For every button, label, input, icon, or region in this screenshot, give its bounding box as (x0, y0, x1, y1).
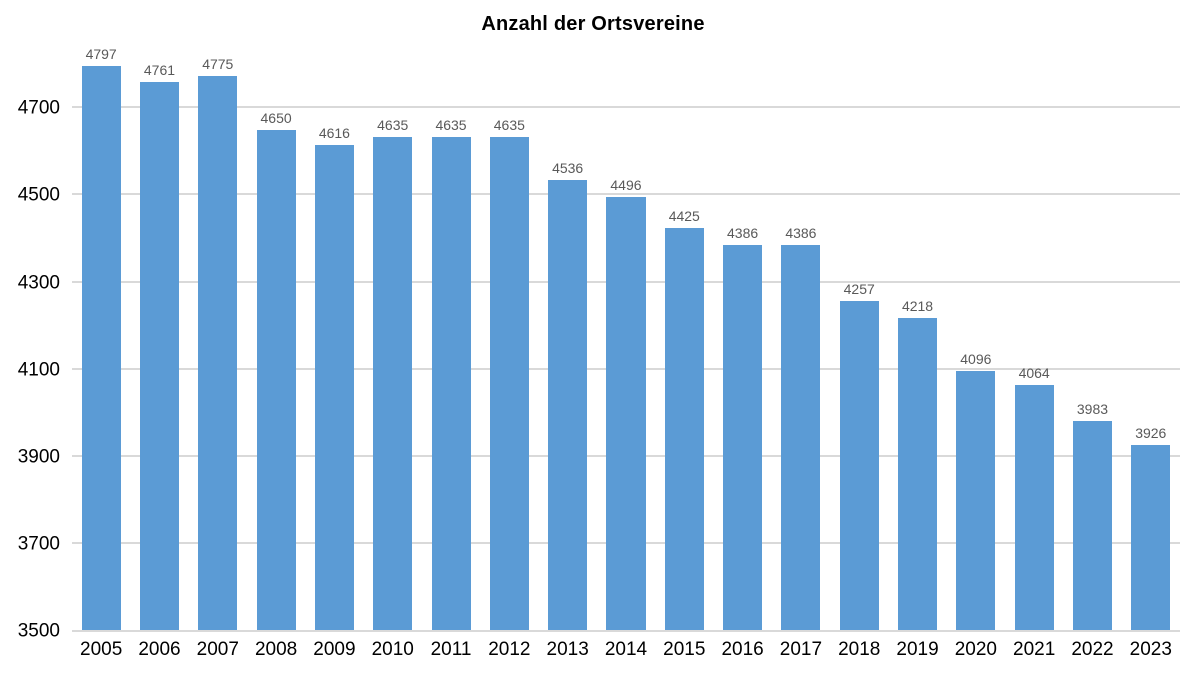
x-tick-label: 2011 (430, 639, 472, 660)
bar-column-2011: 4635 (422, 43, 480, 631)
x-axis-line (72, 630, 1180, 632)
x-tick-label: 2009 (313, 639, 356, 660)
x-tick-label: 2014 (604, 639, 648, 660)
bar-value-label: 4797 (85, 46, 117, 63)
bar-2022 (1072, 420, 1112, 631)
bar-value-label: 3983 (1076, 400, 1109, 417)
plot-area: 4797 4761 4775 4650 4616 4635 4635 4635 4536 4496… (72, 43, 1180, 632)
y-tick-label: 4300 (17, 272, 60, 294)
y-tick-label: 3900 (17, 446, 60, 468)
bar-column-2023: 3926 (1122, 43, 1180, 631)
x-tick-label: 2018 (838, 639, 881, 660)
x-tick-label: 2015 (663, 639, 706, 660)
gridline (72, 106, 1180, 109)
x-tick-label: 2005 (80, 639, 123, 660)
bar-column-2010: 4635 (364, 43, 422, 631)
bar-value-label: 4536 (552, 159, 584, 176)
bar-2023 (1131, 445, 1171, 631)
bar-column-2009: 4616 (305, 43, 363, 631)
bar-value-label: 4425 (668, 208, 700, 225)
y-tick-label: 4100 (17, 359, 60, 381)
bar-2020 (956, 371, 996, 631)
bar-value-label: 4635 (377, 116, 409, 133)
x-tick-label: 2010 (371, 639, 414, 660)
bar-2019 (898, 318, 938, 631)
bar-column-2005: 4797 (72, 43, 130, 631)
x-tick-label: 2016 (721, 639, 764, 660)
y-tick-label: 3500 (17, 620, 60, 642)
bar-value-label: 4496 (610, 177, 642, 194)
bar-2017 (781, 245, 821, 631)
x-tick-label: 2021 (1013, 639, 1056, 660)
bar-2008 (256, 130, 296, 631)
bars: 4797 4761 4775 4650 4616 4635 4635 4635 4536 4496… (72, 43, 1180, 631)
bar-2011 (431, 136, 471, 631)
bar-value-label: 4650 (260, 110, 292, 127)
bar-column-2018: 4257 (830, 43, 888, 631)
bar-2018 (839, 301, 879, 631)
bar-value-label: 4761 (143, 61, 176, 78)
bar-2006 (139, 81, 179, 631)
x-tick-label: 2008 (254, 639, 298, 660)
bar-2010 (373, 136, 413, 631)
bar-value-label: 4218 (901, 298, 934, 315)
x-tick-label: 2012 (488, 639, 531, 660)
bar-value-label: 4635 (493, 116, 525, 133)
bar-2016 (723, 245, 763, 631)
bar-column-2014: 4496 (597, 43, 655, 631)
y-tick-label: 4700 (17, 97, 60, 119)
bar-2015 (664, 228, 704, 631)
x-tick-label: 2006 (138, 639, 181, 660)
bar-2012 (489, 136, 529, 631)
bar-value-label: 4386 (785, 225, 817, 242)
bar-column-2015: 4425 (655, 43, 713, 631)
bar-column-2021: 4064 (1005, 43, 1063, 631)
bar-2021 (1014, 385, 1054, 631)
x-tick-label: 2019 (896, 639, 939, 660)
bar-2014 (606, 197, 646, 631)
bar-value-label: 4635 (435, 116, 467, 133)
bar-column-2019: 4218 (888, 43, 946, 631)
y-tick-label: 3700 (17, 533, 60, 555)
bar-value-label: 3926 (1135, 425, 1167, 442)
bar-value-label: 4775 (202, 55, 234, 72)
bar-column-2016: 4386 (713, 43, 771, 631)
gridline (72, 193, 1180, 196)
y-tick-label: 4500 (17, 184, 60, 206)
chart-title: Anzahl der Ortsvereine (481, 13, 705, 35)
x-tick-label: 2017 (779, 639, 823, 660)
bar-column-2006: 4761 (130, 43, 188, 631)
bar-column-2008: 4650 (247, 43, 305, 631)
x-tick-label: 2022 (1071, 639, 1114, 660)
bar-value-label: 4616 (318, 124, 350, 141)
bar-value-label: 4064 (1018, 365, 1050, 382)
x-tick-label: 2013 (546, 639, 589, 660)
x-tick-label: 2023 (1129, 639, 1172, 660)
bar-column-2022: 3983 (1063, 43, 1121, 631)
x-axis: 2005 2006 2007 2008 2009 2010 2011 2012 2013 2014… (72, 639, 1180, 661)
bar-2009 (314, 144, 354, 631)
bar-column-2017: 4386 (772, 43, 830, 631)
x-tick-label: 2020 (954, 639, 997, 660)
bar-2005 (81, 66, 121, 631)
bar-2013 (548, 179, 588, 631)
bar-value-label: 4257 (843, 281, 875, 298)
bar-column-2013: 4536 (539, 43, 597, 631)
bar-column-2020: 4096 (947, 43, 1005, 631)
bar-column-2007: 4775 (189, 43, 247, 631)
x-tick-label: 2007 (196, 639, 239, 660)
bar-value-label: 4096 (960, 351, 992, 368)
bar-2007 (198, 75, 238, 631)
bar-column-2012: 4635 (480, 43, 538, 631)
bar-value-label: 4386 (727, 225, 759, 242)
y-axis: 3500 3700 3900 4100 4300 4500 4700 (0, 43, 60, 641)
